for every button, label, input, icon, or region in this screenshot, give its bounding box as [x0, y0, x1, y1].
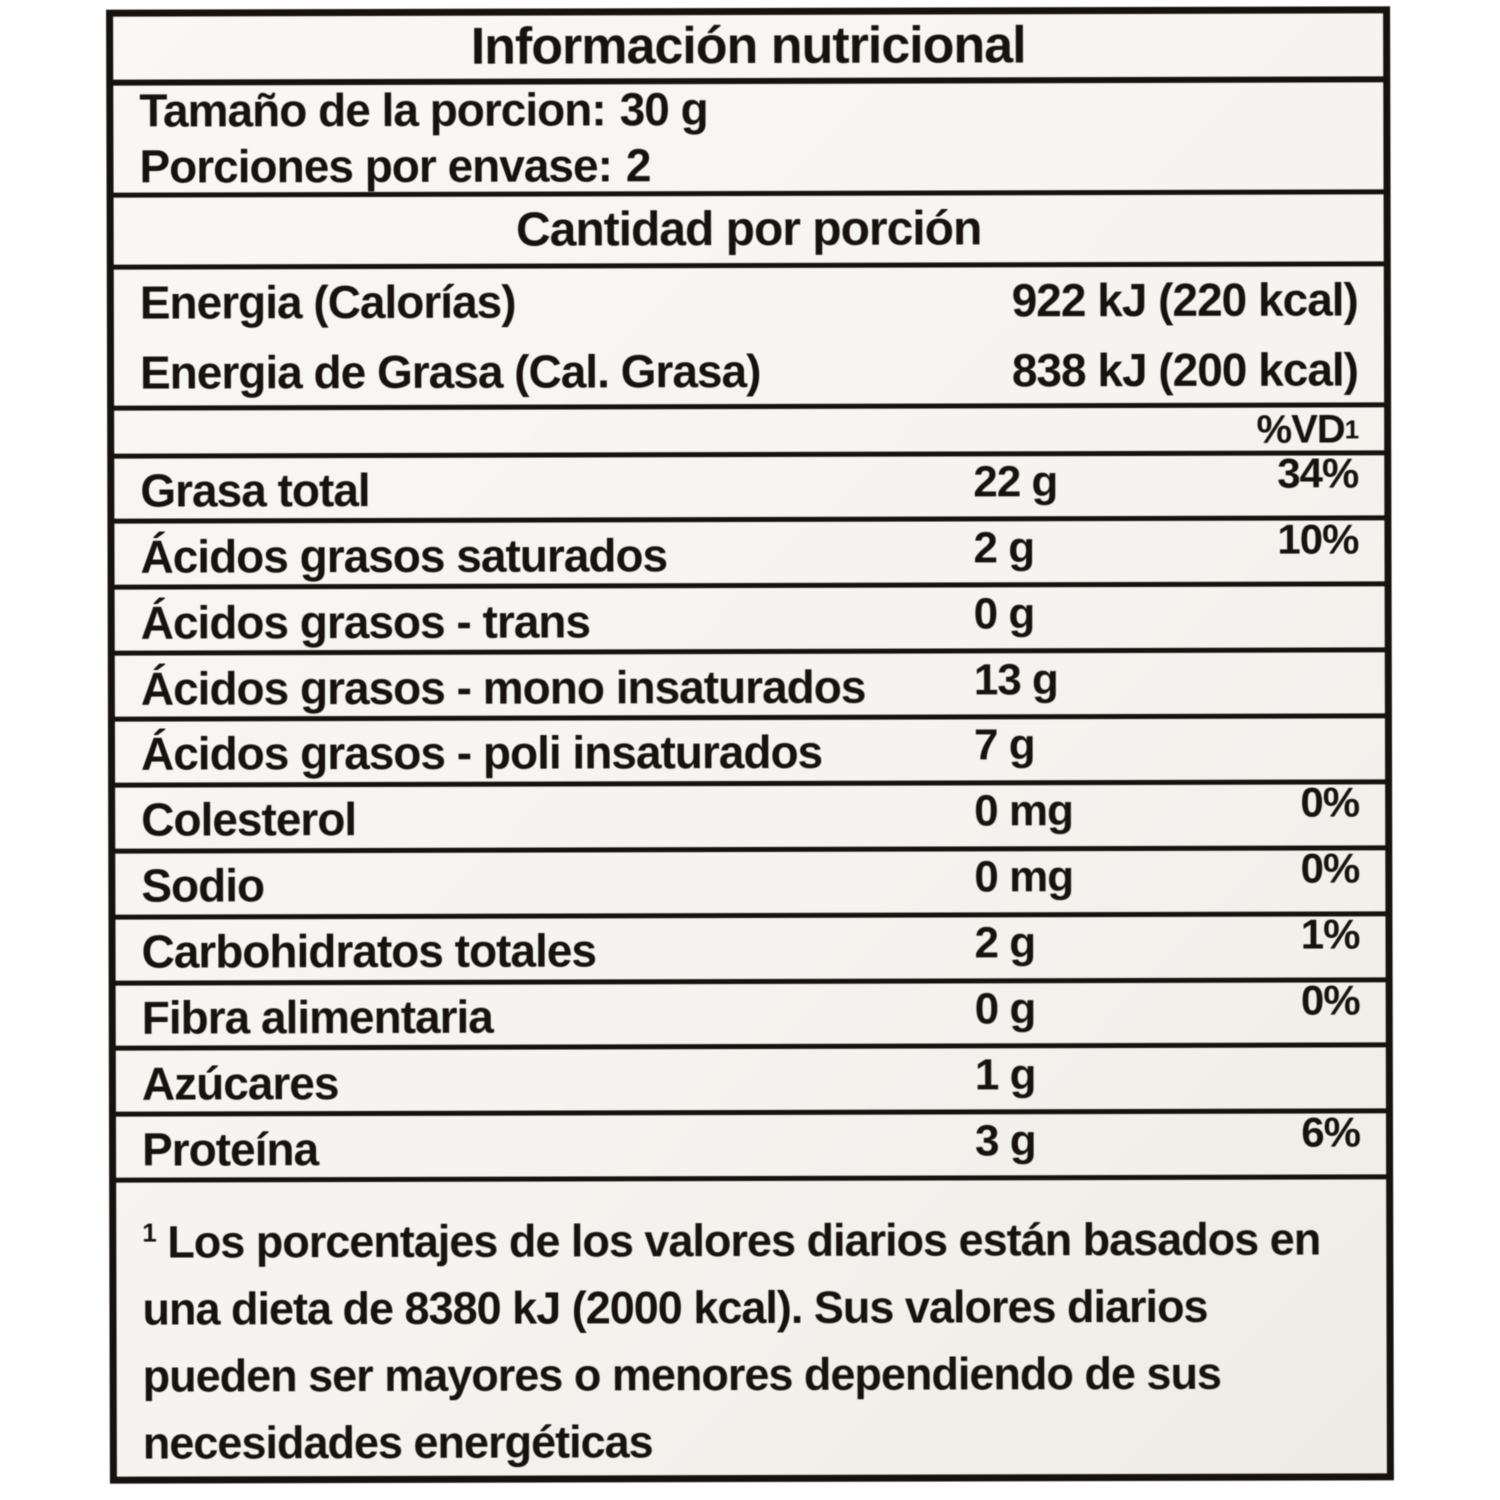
- nutrient-name: Ácidos grasos - poli insaturados: [140, 726, 823, 781]
- serving-size-value: 30 g: [619, 83, 708, 136]
- label-title-row: Información nutricional: [113, 13, 1384, 86]
- nutrient-row: Proteína 3 g 6%: [115, 1108, 1387, 1183]
- nutrient-amount: 3 g: [974, 1115, 1036, 1166]
- nutrient-row: Ácidos grasos - trans 0 g: [114, 586, 1385, 656]
- footnote-text-wrap: 1 Los porcentajes de los valores diarios…: [142, 1205, 1357, 1476]
- energy-name: Energia de Grasa (Cal. Grasa): [139, 344, 761, 399]
- nutrient-name: Azúcares: [141, 1056, 339, 1110]
- footnote: 1 Los porcentajes de los valores diarios…: [116, 1179, 1387, 1476]
- energy-name: Energia (Calorías): [139, 275, 516, 329]
- nutrient-amount: 13 g: [973, 654, 1058, 705]
- nutrient-row: Carbohidratos totales 2 g 1%: [115, 910, 1386, 986]
- nutrient-amount: 0 g: [974, 984, 1036, 1034]
- nutrient-amount: 1 g: [974, 1050, 1036, 1100]
- nutrient-dv: 0%: [1300, 778, 1360, 826]
- energy-value: 922 kJ (220 kcal): [1011, 273, 1358, 327]
- nutrient-dv: 1%: [1300, 910, 1360, 958]
- nutrient-name: Carbohidratos totales: [141, 924, 597, 978]
- footnote-text: Los porcentajes de los valores diarios e…: [142, 1213, 1321, 1469]
- energy-row: Energia (Calorías) 922 kJ (220 kcal): [140, 272, 1358, 329]
- nutrient-name: Ácidos grasos saturados: [140, 529, 668, 583]
- nutrient-row: Colesterol 0 mg 0%: [115, 779, 1386, 854]
- nutrient-name: Colesterol: [141, 793, 357, 846]
- nutrient-row: Ácidos grasos - mono insaturados 13 g: [114, 652, 1385, 722]
- daily-value-header-text: %VD: [1256, 407, 1345, 452]
- nutrient-amount: 0 mg: [974, 786, 1073, 836]
- serving-size-label: Tamaño de la porcion:: [139, 83, 606, 137]
- nutrient-row: Grasa total 22 g 34%: [114, 449, 1385, 525]
- servings-per-container: Porciones por envase: 2: [139, 140, 650, 193]
- nutrient-name: Ácidos grasos - trans: [140, 595, 591, 649]
- nutrient-dv: 0%: [1300, 844, 1360, 892]
- nutrient-name: Sodio: [141, 859, 265, 912]
- nutrient-row: Ácidos grasos - poli insaturados 7 g: [114, 718, 1386, 788]
- nutrient-dv: 0%: [1300, 976, 1360, 1024]
- nutrient-row: Ácidos grasos saturados 2 g 10%: [114, 515, 1385, 591]
- nutrition-label: Información nutricional Tamaño de la por…: [106, 6, 1394, 1484]
- nutrient-dv: 6%: [1301, 1108, 1361, 1156]
- nutrient-row: Azúcares 1 g: [115, 1047, 1386, 1117]
- nutrient-name: Grasa total: [140, 464, 370, 517]
- nutrient-row: Sodio 0 mg 0%: [115, 845, 1386, 920]
- nutrient-dv: 34%: [1277, 449, 1359, 497]
- nutrient-name: Fibra alimentaria: [141, 990, 493, 1044]
- footnote-marker: 1: [142, 1217, 156, 1248]
- amount-per-serving-header: Cantidad por porción: [113, 194, 1384, 271]
- nutrient-amount: 2 g: [973, 523, 1035, 573]
- nutrient-amount: 7 g: [973, 720, 1035, 770]
- serving-size: Tamaño de la porcion: 30 g: [139, 83, 707, 136]
- energy-rows: Energia (Calorías) 922 kJ (220 kcal) Ene…: [113, 266, 1385, 411]
- nutrient-dv: 10%: [1277, 515, 1359, 563]
- serving-info: Tamaño de la porcion: 30 g Porciones por…: [113, 82, 1384, 198]
- nutrient-row: Fibra alimentaria 0 g 0%: [115, 976, 1386, 1052]
- servings-per-container-value: 2: [625, 139, 651, 192]
- energy-value: 838 kJ (200 kcal): [1011, 343, 1359, 397]
- nutrient-amount: 22 g: [973, 457, 1058, 507]
- nutrient-amount: 0 g: [973, 589, 1035, 639]
- servings-per-container-label: Porciones por envase:: [139, 139, 612, 193]
- nutrient-amount: 2 g: [974, 918, 1036, 968]
- energy-row: Energia de Grasa (Cal. Grasa) 838 kJ (20…: [140, 342, 1358, 399]
- nutrient-name: Proteína: [141, 1122, 319, 1176]
- nutrient-name: Ácidos grasos - mono insaturados: [140, 660, 866, 715]
- nutrient-amount: 0 mg: [974, 852, 1074, 902]
- label-title: Información nutricional: [470, 16, 1026, 77]
